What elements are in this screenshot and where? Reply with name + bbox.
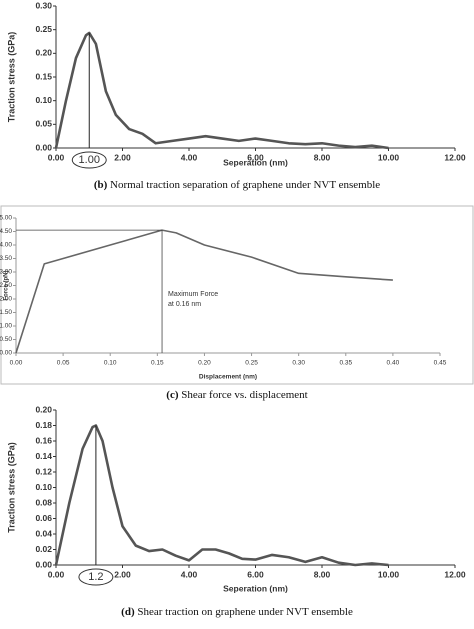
- x-tick-label: 0.00: [10, 360, 23, 367]
- y-tick-label: 0.50: [0, 336, 12, 343]
- x-tick-label: 0.05: [57, 360, 70, 367]
- x-tick-label: 0.30: [292, 360, 305, 367]
- data-line: [54, 424, 389, 567]
- x-axis-label: Displacement (nm): [199, 374, 257, 381]
- y-tick-label: 0.15: [35, 71, 52, 81]
- y-tick-label: 0.20: [35, 48, 52, 58]
- y-tick-label: 3.50: [0, 255, 12, 262]
- tick-circle: [71, 151, 107, 169]
- x-tick-label: 0.20: [198, 360, 211, 367]
- y-tick-label: 0.02: [35, 544, 52, 554]
- x-tick-label: 12.00: [444, 152, 466, 162]
- y-tick-label: 4.00: [0, 242, 12, 249]
- y-tick-label: 3.00: [0, 269, 12, 276]
- caption: (d) Shear traction on graphene under NVT…: [121, 606, 353, 618]
- y-tick-label: 0.20: [35, 404, 52, 414]
- x-axis-label: Seperation (nm): [223, 157, 288, 167]
- x-tick-label: 6.00: [247, 152, 264, 162]
- marked-tick-label: 1.00: [79, 154, 100, 166]
- caption-text: Shear traction on graphene under NVT ens…: [137, 606, 353, 618]
- x-tick-label: 4.00: [181, 569, 198, 579]
- chart-frame: [0, 205, 474, 385]
- x-tick-label: 4.00: [181, 152, 198, 162]
- x-tick-label: 0.25: [245, 360, 258, 367]
- y-tick-label: 5.00: [0, 215, 12, 222]
- x-tick-label: 2.00: [114, 152, 131, 162]
- annotation: Maximum Force: [168, 291, 218, 298]
- y-tick-label: 0.00: [35, 142, 52, 152]
- x-tick-label: 2.00: [114, 569, 131, 579]
- y-tick-label: 0.04: [35, 528, 52, 538]
- y-tick-label: 1.50: [0, 309, 12, 316]
- y-axis-label: Traction stress (GPa): [6, 32, 16, 123]
- x-tick-label: 10.00: [378, 569, 400, 579]
- y-tick-label: 0.25: [35, 24, 52, 34]
- y-tick-label: 4.50: [0, 228, 12, 235]
- x-tick-label: 6.00: [247, 569, 264, 579]
- x-tick-label: 8.00: [314, 569, 331, 579]
- y-tick-label: 0.16: [35, 435, 52, 445]
- y-axis-label: Force (pN): [4, 270, 10, 300]
- y-tick-label: 2.00: [0, 296, 12, 303]
- y-tick-label: 0.00: [35, 559, 52, 569]
- caption: (c) Shear force vs. displacement: [166, 389, 307, 401]
- caption: (b) Normal traction separation of graphe…: [94, 179, 380, 191]
- y-tick-label: 0.00: [0, 350, 12, 357]
- data-line: [15, 229, 393, 354]
- y-tick-label: 0.18: [35, 420, 52, 430]
- caption-label: (d): [121, 606, 135, 618]
- y-tick-label: 0.30: [35, 0, 52, 10]
- annotation: at 0.16 nm: [168, 301, 201, 308]
- x-tick-label: 0.00: [48, 569, 65, 579]
- y-tick-label: 2.50: [0, 282, 12, 289]
- caption-text: Shear force vs. displacement: [181, 389, 307, 401]
- y-tick-label: 0.08: [35, 497, 52, 507]
- caption-label: (c): [166, 389, 179, 401]
- x-tick-label: 0.15: [151, 360, 164, 367]
- y-tick-label: 0.12: [35, 466, 52, 476]
- caption-text: Normal traction separation of graphene u…: [110, 179, 380, 191]
- x-tick-label: 0.00: [48, 152, 65, 162]
- x-tick-label: 8.00: [314, 152, 331, 162]
- caption-label: (b): [94, 179, 108, 191]
- tick-circle: [78, 568, 114, 586]
- y-axis-label: Traction stress (GPa): [6, 442, 16, 533]
- x-tick-label: 12.00: [444, 569, 466, 579]
- x-tick-label: 0.40: [387, 360, 400, 367]
- x-tick-label: 10.00: [378, 152, 400, 162]
- marked-tick-label: 1.2: [88, 571, 103, 583]
- x-tick-label: 0.35: [339, 360, 352, 367]
- x-tick-label: 0.10: [104, 360, 117, 367]
- x-tick-label: 0.45: [434, 360, 447, 367]
- y-tick-label: 0.06: [35, 513, 52, 523]
- y-tick-label: 0.05: [35, 119, 52, 129]
- x-axis-label: Seperation (nm): [223, 583, 288, 593]
- data-line: [54, 31, 389, 150]
- y-tick-label: 1.00: [0, 323, 12, 330]
- y-tick-label: 0.10: [35, 482, 52, 492]
- y-tick-label: 0.14: [35, 451, 52, 461]
- y-tick-label: 0.10: [35, 95, 52, 105]
